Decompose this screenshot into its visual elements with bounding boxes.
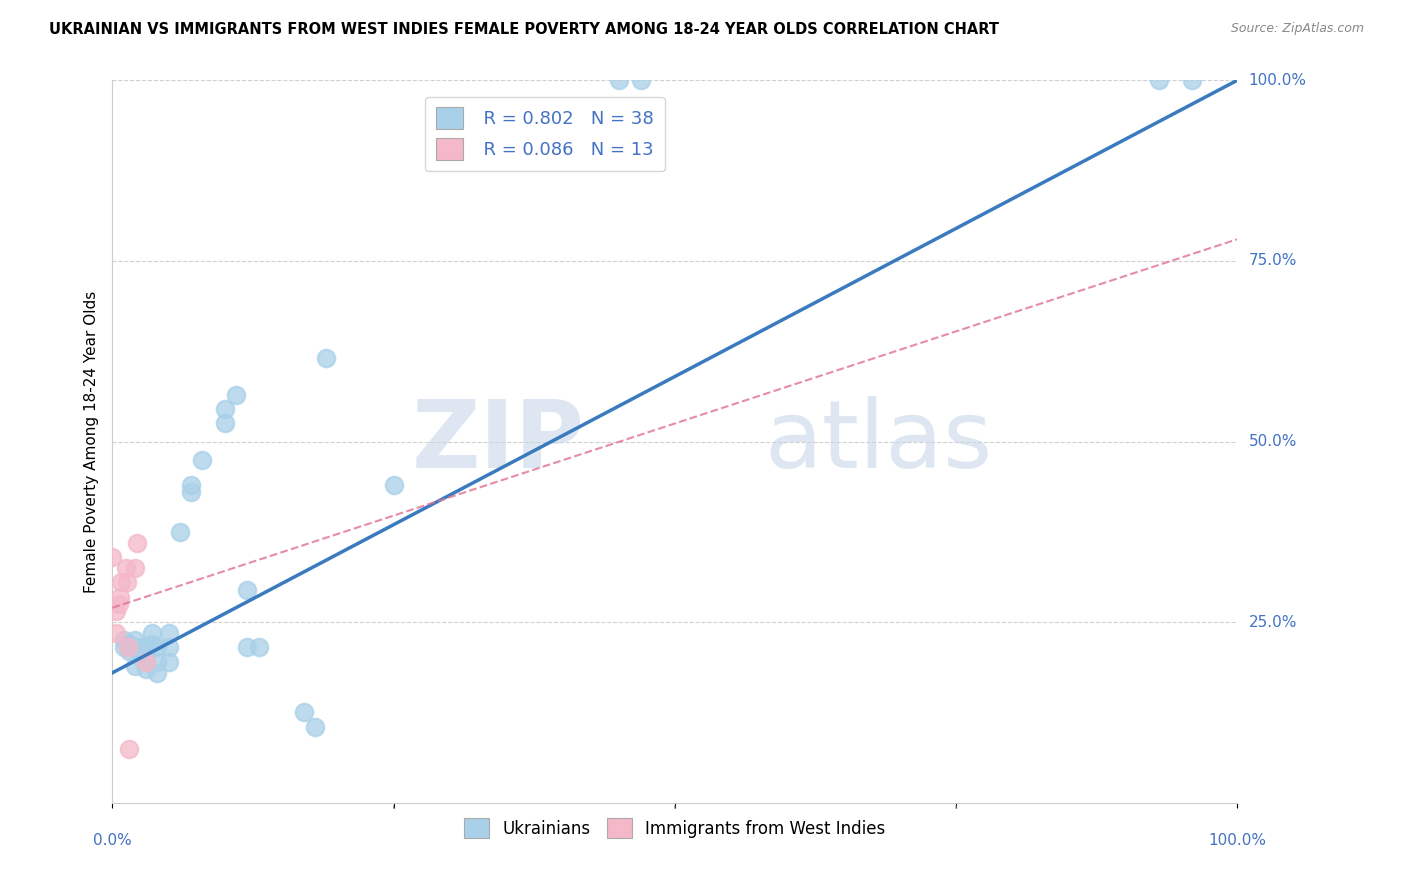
Point [124,633,146,648]
Text: UKRAINIAN VS IMMIGRANTS FROM WEST INDIES FEMALE POVERTY AMONG 18-24 YEAR OLDS CO: UKRAINIAN VS IMMIGRANTS FROM WEST INDIES… [49,22,1000,37]
Point [180,485,202,500]
Point [304,720,326,734]
Point [146,665,169,680]
Point [118,637,141,651]
Text: 100.0%: 100.0% [1249,73,1306,87]
Point [315,351,337,366]
Point [225,387,247,401]
Point [157,655,180,669]
Text: ZIP: ZIP [412,395,585,488]
Text: atlas: atlas [765,395,993,488]
Point [157,640,180,655]
Point [115,575,138,590]
Point [607,73,630,87]
Point [118,741,141,756]
Point [135,651,157,665]
Point [191,452,214,467]
Point [247,640,270,655]
Point [104,626,127,640]
Point [112,640,135,655]
Text: 50.0%: 50.0% [1249,434,1296,449]
Point [112,633,135,648]
Point [108,597,131,611]
Point [135,640,157,655]
Point [141,626,163,640]
Text: 25.0%: 25.0% [1249,615,1296,630]
Text: 0.0%: 0.0% [93,833,132,848]
Text: 75.0%: 75.0% [1249,253,1296,268]
Y-axis label: Female Poverty Among 18-24 Year Olds: Female Poverty Among 18-24 Year Olds [83,291,98,592]
Point [129,651,152,665]
Point [157,626,180,640]
Point [115,561,138,575]
Point [118,644,141,658]
Legend: Ukrainians, Immigrants from West Indies: Ukrainians, Immigrants from West Indies [457,812,893,845]
Point [117,640,139,655]
Point [135,655,157,669]
Point [146,655,169,669]
Point [214,417,236,431]
Text: 100.0%: 100.0% [1208,833,1267,848]
Point [124,640,146,655]
Point [129,640,152,655]
Point [127,535,149,549]
Point [135,662,157,676]
Point [214,402,236,417]
Point [169,524,191,539]
Point [124,561,146,575]
Point [382,478,405,492]
Point [1181,73,1204,87]
Point [110,590,132,604]
Point [110,575,132,590]
Point [141,637,163,651]
Point [1147,73,1170,87]
Point [180,478,202,492]
Point [124,658,146,673]
Point [236,640,259,655]
Point [630,73,652,87]
Point [292,706,315,720]
Text: Source: ZipAtlas.com: Source: ZipAtlas.com [1230,22,1364,36]
Point [146,640,169,655]
Point [236,582,259,597]
Point [101,550,124,565]
Point [104,604,127,618]
